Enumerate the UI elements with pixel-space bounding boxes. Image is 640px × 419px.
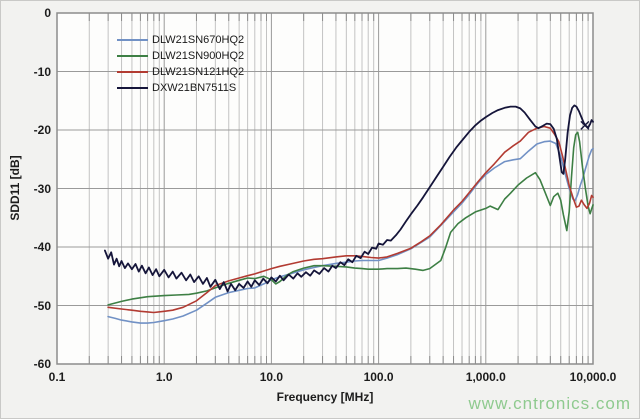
y-tick-label: -20: [33, 123, 51, 137]
series-DLW21SN121HQ2: [107, 125, 594, 314]
x-tick-label: 1.0: [155, 370, 173, 384]
y-tick-label: -40: [33, 240, 51, 254]
x-tick-label: 0.1: [48, 370, 66, 384]
x-marker: [580, 120, 590, 130]
watermark: www.cntronics.com: [468, 394, 631, 413]
plot-border: [56, 12, 594, 365]
y-tick-label: -50: [33, 298, 51, 313]
x-axis-title: Frequency [MHz]: [276, 390, 374, 404]
x-tick-label: 1,000.0: [465, 370, 506, 384]
legend-item: DXW21BN7511S: [117, 80, 244, 96]
legend: DLW21SN670HQ2 DLW21SN900HQ2 DLW21SN121HQ2 D…: [117, 32, 244, 96]
series-DXW21BN7511S: [104, 104, 594, 293]
legend-label: DLW21SN121HQ2: [152, 66, 245, 78]
x-tick-label: 100.0: [363, 370, 394, 384]
legend-label: DLW21SN670HQ2: [152, 34, 245, 46]
y-axis-title: SDD11 [dB]: [8, 155, 22, 221]
legend-item: DLW21SN121HQ2: [117, 64, 244, 80]
legend-label: DXW21BN7511S: [152, 82, 237, 94]
legend-line-sample: [117, 71, 148, 73]
legend-item: DLW21SN900HQ2: [117, 48, 244, 64]
y-tick-label: -30: [33, 181, 51, 196]
y-tick-label: 0: [44, 6, 51, 20]
legend-item: DLW21SN670HQ2: [117, 32, 244, 48]
legend-label: DLW21SN900HQ2: [152, 50, 245, 62]
y-tick-label: -60: [33, 357, 51, 371]
legend-line-sample: [117, 87, 148, 89]
series-DLW21SN900HQ2: [107, 131, 594, 306]
x-tick-label: 10,000.0: [569, 370, 617, 384]
legend-line-sample: [117, 55, 148, 57]
y-tick-label: -10: [33, 64, 51, 79]
x-tick-label: 10.0: [259, 370, 284, 384]
legend-line-sample: [117, 39, 148, 41]
